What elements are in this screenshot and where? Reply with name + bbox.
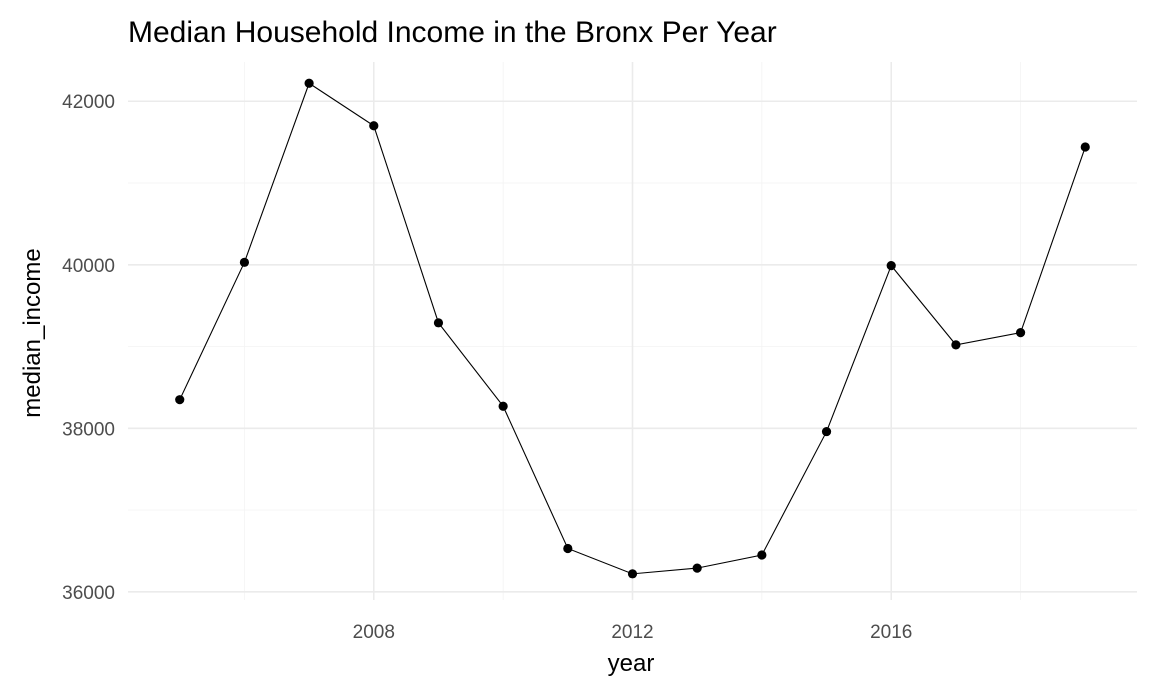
- data-point: [692, 563, 702, 573]
- data-point: [821, 426, 832, 437]
- data-point: [563, 543, 573, 554]
- data-point: [433, 318, 444, 328]
- tick-labels: 36000 38000 40000 42000 2008 2012 2016: [62, 92, 912, 643]
- data-point: [239, 257, 250, 267]
- grid-lines: [128, 62, 1137, 600]
- data-point: [757, 550, 767, 560]
- y-tick-label: 42000: [62, 92, 115, 113]
- y-tick-label: 40000: [62, 256, 115, 277]
- x-tick-label: 2012: [611, 622, 653, 643]
- data-point: [175, 395, 185, 405]
- y-axis-title: median_income: [19, 248, 46, 417]
- data-point: [369, 121, 379, 131]
- series-layer: [175, 78, 1090, 579]
- x-tick-label: 2016: [870, 622, 912, 643]
- y-tick-label: 38000: [62, 419, 115, 440]
- data-point: [1080, 142, 1090, 152]
- data-point: [627, 569, 638, 579]
- data-point: [304, 78, 314, 88]
- y-tick-label: 36000: [62, 583, 115, 604]
- chart-title: Median Household Income in the Bronx Per…: [128, 16, 777, 49]
- x-tick-label: 2008: [353, 622, 395, 643]
- x-axis-title: year: [608, 650, 655, 677]
- data-point: [498, 401, 508, 411]
- data-point: [951, 340, 961, 350]
- data-point: [886, 260, 896, 271]
- data-point: [1015, 328, 1026, 338]
